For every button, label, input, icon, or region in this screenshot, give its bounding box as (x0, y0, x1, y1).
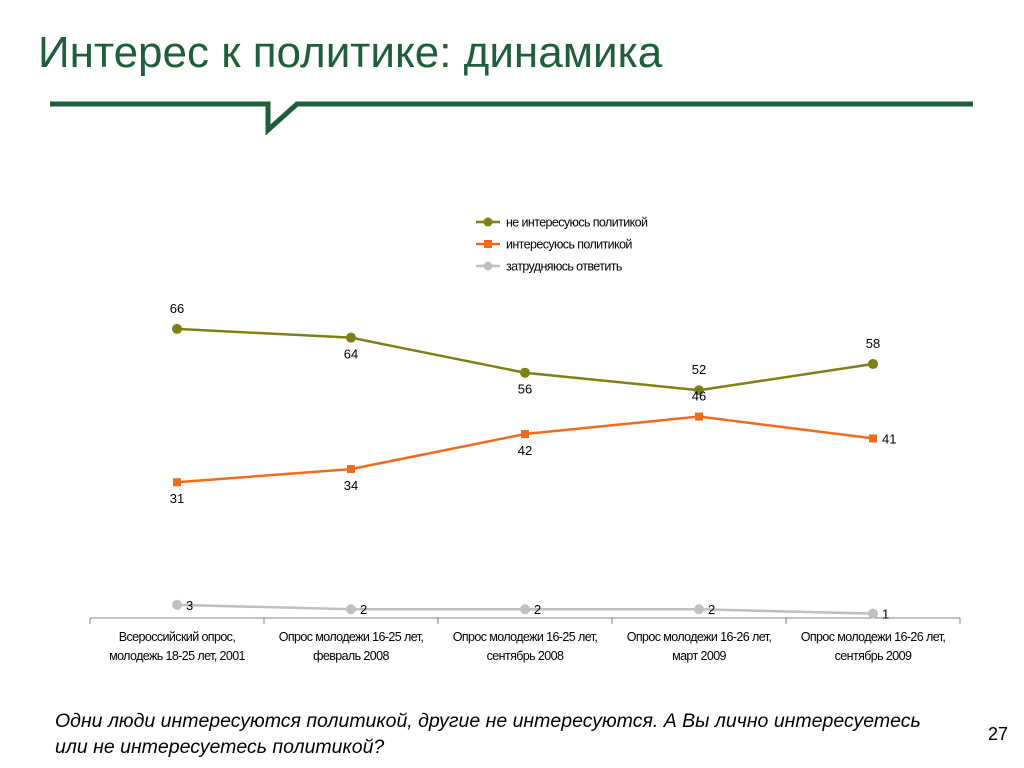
data-point (694, 385, 704, 396)
title-rule (50, 101, 973, 136)
x-tick-label: Опрос молодежи 16-25 лет, (453, 630, 598, 644)
x-tick-label: молодежь 18-25 лет, 2001 (109, 649, 245, 663)
data-point (520, 604, 530, 615)
data-label: 42 (518, 443, 532, 458)
data-label: 64 (344, 347, 358, 362)
slide-title: Интерес к политике: динамика (38, 28, 663, 77)
data-label: 2 (534, 602, 541, 617)
data-point (521, 430, 529, 439)
legend-swatch-marker (484, 240, 492, 248)
line-chart: Всероссийский опрос, молодежь 18-25 лет, … (89, 216, 961, 663)
legend-swatch-marker (483, 261, 493, 271)
data-point (347, 465, 355, 474)
legend-label: затрудняюсь ответить (506, 260, 622, 274)
data-label: 2 (708, 602, 715, 617)
data-point (346, 332, 356, 343)
data-point (173, 478, 181, 487)
data-point (172, 323, 182, 334)
data-point (172, 599, 182, 610)
x-tick-label: Опрос молодежи 16-26 лет, (627, 630, 772, 644)
page-number: 27 (988, 724, 1009, 744)
data-label: 58 (866, 336, 880, 351)
data-point (695, 412, 703, 421)
x-tick-label: март 2009 (672, 649, 726, 663)
data-label: 2 (360, 602, 367, 617)
data-label: 56 (518, 382, 532, 397)
data-point (868, 358, 878, 369)
survey-question: Одни люди интересуются политикой, другие… (55, 710, 921, 758)
data-point (869, 434, 877, 443)
data-label: 41 (882, 431, 896, 446)
x-tick-label: Опрос молодежи 16-25 лет, (279, 630, 424, 644)
x-tick-label: сентябрь 2008 (487, 649, 564, 663)
data-point (520, 367, 530, 378)
x-tick-label: сентябрь 2009 (835, 649, 912, 663)
x-tick-label: Опрос молодежи 16-26 лет, (801, 630, 946, 644)
data-label: 46 (692, 389, 706, 404)
data-point (868, 608, 878, 619)
title-rule-line (50, 101, 973, 136)
legend-label: интересуюсь политикой (506, 238, 632, 252)
data-label: 52 (692, 362, 706, 377)
data-label: 31 (170, 491, 184, 506)
x-tick-label: февраль 2008 (313, 649, 389, 663)
data-label: 34 (344, 478, 358, 493)
data-point (346, 604, 356, 615)
legend-swatch-marker (483, 217, 493, 227)
legend-label: не интересуюсь политикой (506, 216, 648, 230)
x-tick-label: Всероссийский опрос, (119, 630, 236, 644)
data-label: 66 (170, 301, 184, 316)
data-label: 3 (186, 598, 193, 613)
data-point (694, 604, 704, 615)
data-label: 1 (882, 607, 889, 622)
